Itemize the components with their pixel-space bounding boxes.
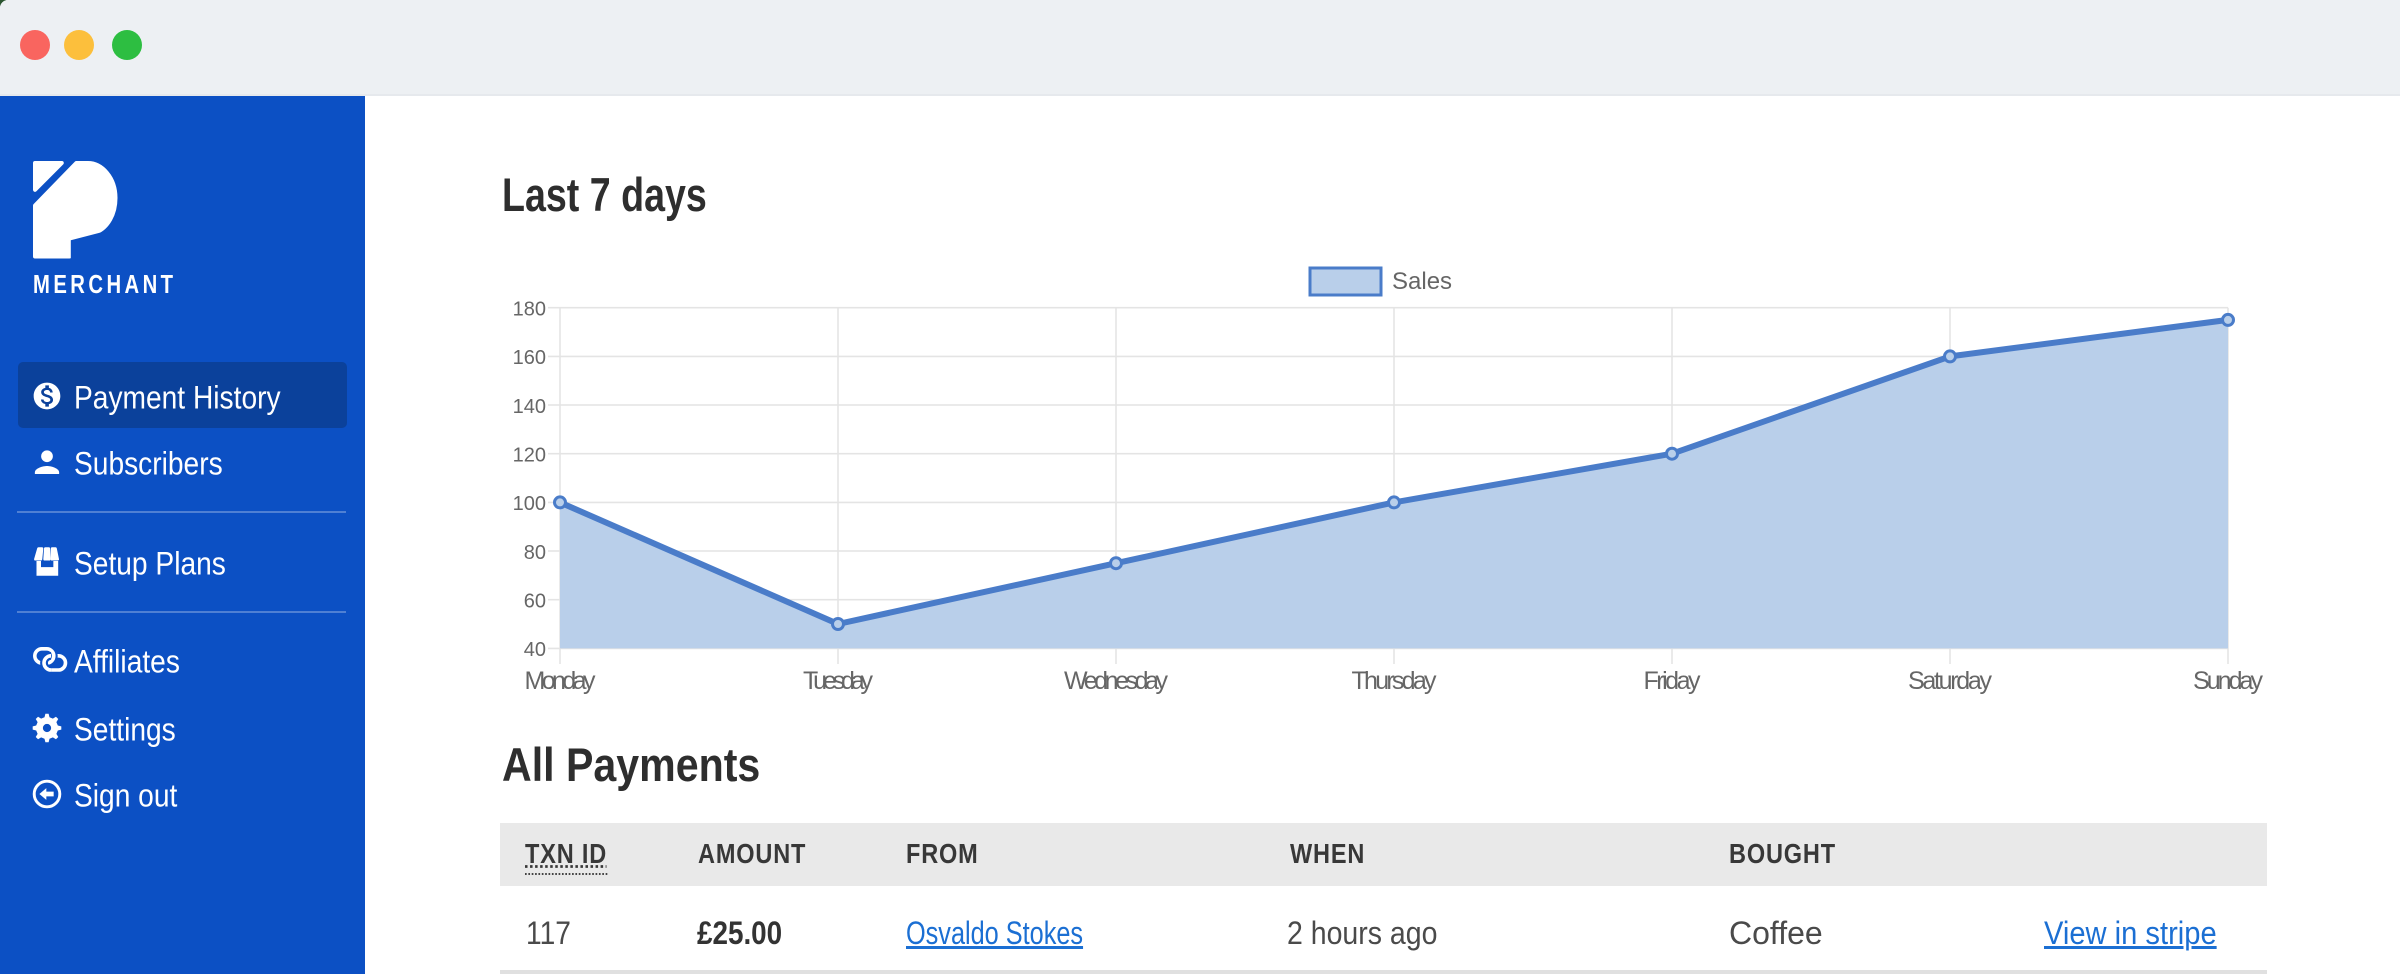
svg-text:Monday: Monday — [525, 667, 597, 695]
svg-text:180: 180 — [513, 299, 546, 321]
svg-text:Friday: Friday — [1644, 667, 1702, 695]
svg-text:80: 80 — [524, 542, 546, 564]
svg-text:Wednesday: Wednesday — [1064, 667, 1169, 695]
svg-text:Sunday: Sunday — [2193, 667, 2264, 695]
svg-text:Thursday: Thursday — [1352, 667, 1438, 695]
svg-text:140: 140 — [513, 396, 546, 418]
svg-text:60: 60 — [524, 591, 546, 613]
svg-text:120: 120 — [513, 445, 546, 467]
svg-text:Sales: Sales — [1392, 268, 1452, 295]
svg-text:Tuesday: Tuesday — [803, 667, 874, 695]
svg-text:Saturday: Saturday — [1908, 667, 1993, 695]
svg-text:160: 160 — [513, 347, 546, 369]
svg-text:100: 100 — [513, 493, 546, 515]
svg-text:40: 40 — [524, 639, 546, 661]
